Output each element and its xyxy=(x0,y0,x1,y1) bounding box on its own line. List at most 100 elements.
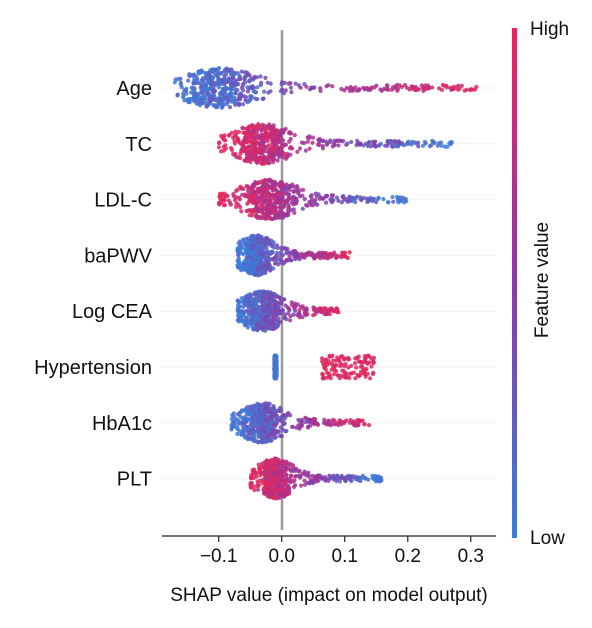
shap-point-hypertension xyxy=(274,364,279,369)
shap-point-hypertension xyxy=(353,376,358,381)
shap-point-hba1c xyxy=(239,432,244,437)
shap-point-hba1c xyxy=(312,417,318,422)
shap-point-hypertension xyxy=(322,363,327,368)
shap-point-hba1c xyxy=(286,411,291,416)
shap-point-plt xyxy=(310,480,315,485)
shap-point-log-cea xyxy=(254,299,259,305)
shap-point-plt xyxy=(331,473,336,478)
shap-point-plt xyxy=(305,472,310,477)
shap-point-bapwv xyxy=(254,238,259,243)
shap-point-age xyxy=(207,92,212,97)
shap-point-ldl-c xyxy=(250,210,255,215)
x-ticks: −0.1 0.0 0.1 0.2 0.3 xyxy=(200,536,484,567)
shap-point-bapwv xyxy=(266,262,271,268)
shap-point-plt xyxy=(285,461,290,466)
shap-point-plt xyxy=(274,470,279,475)
shap-point-bapwv xyxy=(342,253,347,258)
shap-point-plt xyxy=(284,472,289,477)
shap-point-tc xyxy=(274,128,279,133)
shap-point-tc xyxy=(251,149,256,154)
shap-point-hypertension xyxy=(348,371,353,376)
shap-point-tc xyxy=(273,145,278,150)
shap-point-ldl-c xyxy=(266,215,271,220)
shap-point-bapwv xyxy=(241,252,246,257)
shap-point-plt xyxy=(256,483,261,488)
shap-point-plt xyxy=(252,487,257,493)
shap-point-plt xyxy=(342,477,347,482)
shap-point-ldl-c xyxy=(243,194,248,199)
shap-point-ldl-c xyxy=(218,194,223,200)
shap-point-age xyxy=(413,85,418,90)
shap-point-log-cea xyxy=(271,313,276,318)
shap-point-age xyxy=(172,80,177,85)
shap-point-hypertension xyxy=(332,363,337,368)
shap-point-ldl-c xyxy=(316,192,321,197)
shap-point-tc xyxy=(318,137,323,143)
shap-point-tc xyxy=(288,136,293,142)
shap-point-age xyxy=(368,86,373,91)
shap-point-log-cea xyxy=(311,313,316,318)
shap-point-bapwv xyxy=(236,259,241,264)
shap-point-age xyxy=(348,86,353,91)
shap-point-log-cea xyxy=(277,311,282,316)
shap-point-age xyxy=(235,88,240,93)
shap-point-plt xyxy=(274,496,280,501)
shap-point-bapwv xyxy=(246,240,251,245)
shap-point-bapwv xyxy=(251,236,256,241)
shap-point-hba1c xyxy=(273,419,278,424)
shap-point-log-cea xyxy=(239,316,244,321)
shap-point-tc xyxy=(231,135,236,140)
x-tick-label: 0.1 xyxy=(332,546,358,567)
shap-point-tc xyxy=(238,141,243,146)
shap-point-hypertension xyxy=(354,365,359,370)
shap-point-age xyxy=(389,87,394,92)
shap-point-plt xyxy=(262,460,267,465)
shap-point-age xyxy=(214,73,219,78)
shap-point-ldl-c xyxy=(310,203,315,208)
shap-point-log-cea xyxy=(293,308,298,313)
shap-point-age xyxy=(430,85,435,90)
shap-point-tc xyxy=(276,153,281,158)
shap-point-tc xyxy=(244,140,249,145)
shap-point-log-cea xyxy=(248,317,253,322)
shap-point-ldl-c xyxy=(309,193,314,198)
shap-point-tc xyxy=(420,143,426,148)
shap-point-age xyxy=(232,71,237,76)
shap-point-hba1c xyxy=(236,418,241,423)
shap-point-age xyxy=(439,87,445,92)
shap-point-plt xyxy=(351,474,356,479)
shap-point-log-cea xyxy=(252,292,257,297)
shap-point-age xyxy=(221,97,226,102)
shap-point-log-cea xyxy=(296,312,301,317)
shap-point-hypertension xyxy=(342,357,347,362)
shap-point-hba1c xyxy=(255,412,260,417)
shap-point-hypertension xyxy=(335,373,341,378)
shap-point-bapwv xyxy=(328,253,333,258)
shap-point-plt xyxy=(360,473,365,478)
shap-point-age xyxy=(221,102,226,107)
shap-point-plt xyxy=(335,477,340,482)
x-tick-label: 0.0 xyxy=(269,546,295,567)
shap-point-age xyxy=(221,80,227,85)
shap-point-age xyxy=(260,96,265,101)
shap-point-ldl-c xyxy=(268,193,273,198)
shap-point-hypertension xyxy=(320,356,325,361)
shap-point-age xyxy=(192,77,197,82)
shap-point-plt xyxy=(272,459,277,465)
shap-point-ldl-c xyxy=(236,195,241,200)
shap-point-log-cea xyxy=(276,319,281,324)
shap-point-plt xyxy=(274,456,279,461)
shap-point-ldl-c xyxy=(358,195,363,200)
shap-point-hba1c xyxy=(264,419,269,424)
shap-point-age xyxy=(266,90,271,95)
shap-point-ldl-c xyxy=(261,181,266,186)
shap-point-age xyxy=(239,85,244,90)
shap-point-hba1c xyxy=(252,439,257,444)
shap-point-tc xyxy=(230,147,235,153)
shap-point-age xyxy=(449,87,454,92)
shap-point-tc xyxy=(305,139,310,144)
shap-point-age xyxy=(218,99,223,104)
shap-point-plt xyxy=(284,487,289,492)
shap-point-log-cea xyxy=(257,295,262,300)
shap-point-log-cea xyxy=(257,306,262,311)
